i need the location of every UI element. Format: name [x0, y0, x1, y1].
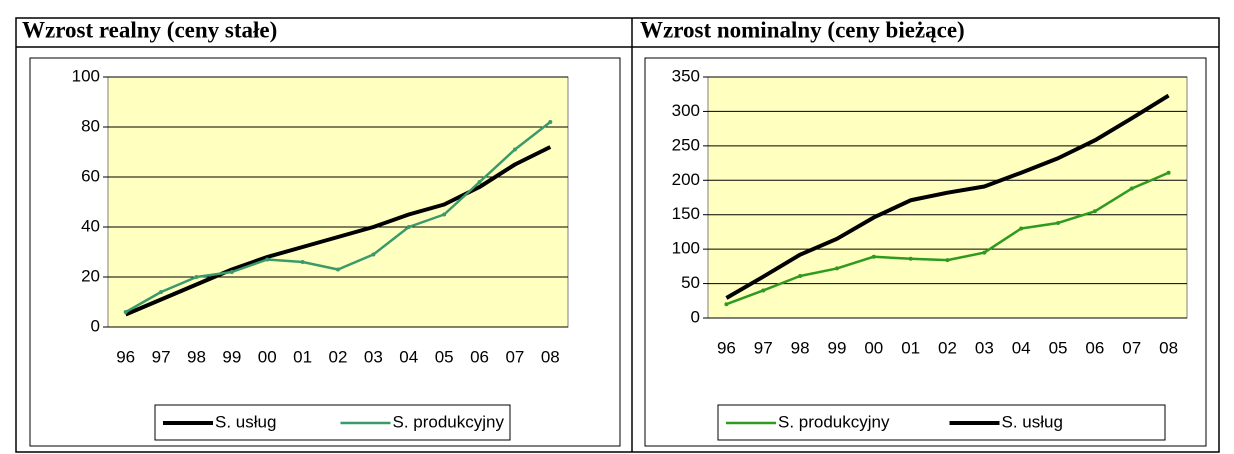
x-tick-label: 96	[116, 347, 135, 366]
point	[834, 266, 839, 271]
y-tick-label: 300	[672, 101, 700, 120]
x-tick-label: 99	[828, 338, 847, 357]
series-line	[124, 145, 552, 317]
x-tick-label: 97	[152, 347, 171, 366]
legend-box	[717, 404, 1166, 441]
point	[406, 225, 411, 229]
point	[442, 212, 447, 217]
point	[982, 250, 987, 255]
table-frame	[15, 17, 1220, 453]
x-tick-label: 97	[754, 338, 773, 357]
x-tick-label: 07	[505, 347, 524, 366]
x-tick-label: 03	[975, 338, 994, 357]
x-tick-label: 06	[1085, 338, 1104, 357]
point	[229, 270, 234, 274]
legend-label: S. usług	[1002, 412, 1063, 431]
x-tick-label: 02	[329, 347, 348, 366]
legend-label: S. usług	[215, 412, 276, 431]
y-tick-label: 60	[81, 166, 100, 185]
chart-title: Wzrost realny (ceny stałe)	[22, 17, 277, 42]
point	[761, 288, 766, 293]
y-tick-label: 100	[672, 239, 700, 258]
point	[477, 180, 482, 184]
x-tick-label: 04	[399, 347, 418, 366]
x-tick-label: 00	[864, 338, 883, 357]
point	[300, 260, 305, 264]
point	[945, 258, 950, 263]
y-tick-label: 80	[81, 116, 100, 135]
point	[1129, 186, 1134, 191]
chart-title: Wzrost nominalny (ceny bieżące)	[640, 17, 965, 42]
y-tick-label: 20	[81, 266, 100, 285]
x-tick-label: 99	[222, 347, 241, 366]
point	[1092, 209, 1097, 214]
point	[265, 257, 270, 262]
point	[871, 254, 876, 259]
point	[1166, 170, 1171, 175]
x-tick-label: 02	[938, 338, 957, 357]
x-tick-label: 06	[470, 347, 489, 366]
y-tick-label: 40	[81, 216, 100, 235]
point	[336, 267, 340, 272]
point	[123, 310, 128, 314]
legend-box	[154, 404, 511, 441]
y-tick-label: 100	[72, 66, 100, 85]
y-tick-label: 0	[91, 316, 100, 335]
y-tick-label: 150	[672, 204, 700, 223]
point	[798, 273, 803, 278]
point	[159, 290, 164, 294]
x-tick-label: 05	[435, 347, 454, 366]
plot-area	[707, 76, 1188, 319]
point	[1019, 226, 1024, 231]
x-tick-label: 08	[1159, 338, 1178, 357]
point	[512, 147, 517, 152]
y-tick-label: 200	[672, 170, 700, 189]
x-tick-label: 08	[541, 347, 560, 366]
point	[1056, 220, 1061, 225]
x-tick-label: 98	[187, 347, 206, 366]
point	[724, 302, 729, 307]
y-tick-label: 250	[672, 135, 700, 154]
point	[908, 256, 913, 261]
y-tick-label: 0	[691, 307, 700, 326]
point	[371, 252, 376, 257]
x-tick-label: 00	[258, 347, 277, 366]
x-tick-label: 01	[293, 347, 312, 366]
legend-label: S. produkcyjny	[393, 412, 505, 431]
x-tick-label: 96	[717, 338, 736, 357]
y-tick-label: 350	[672, 66, 700, 85]
y-tick-label: 50	[681, 273, 700, 292]
x-tick-label: 05	[1049, 338, 1068, 357]
series-line	[725, 93, 1170, 300]
x-tick-label: 04	[1012, 338, 1031, 357]
x-tick-label: 01	[901, 338, 920, 357]
x-tick-label: 07	[1122, 338, 1141, 357]
legend-label: S. produkcyjny	[778, 412, 890, 431]
x-tick-label: 98	[791, 338, 810, 357]
point	[194, 275, 199, 279]
x-tick-label: 03	[364, 347, 383, 366]
plot-area	[107, 76, 569, 328]
point	[548, 120, 553, 124]
